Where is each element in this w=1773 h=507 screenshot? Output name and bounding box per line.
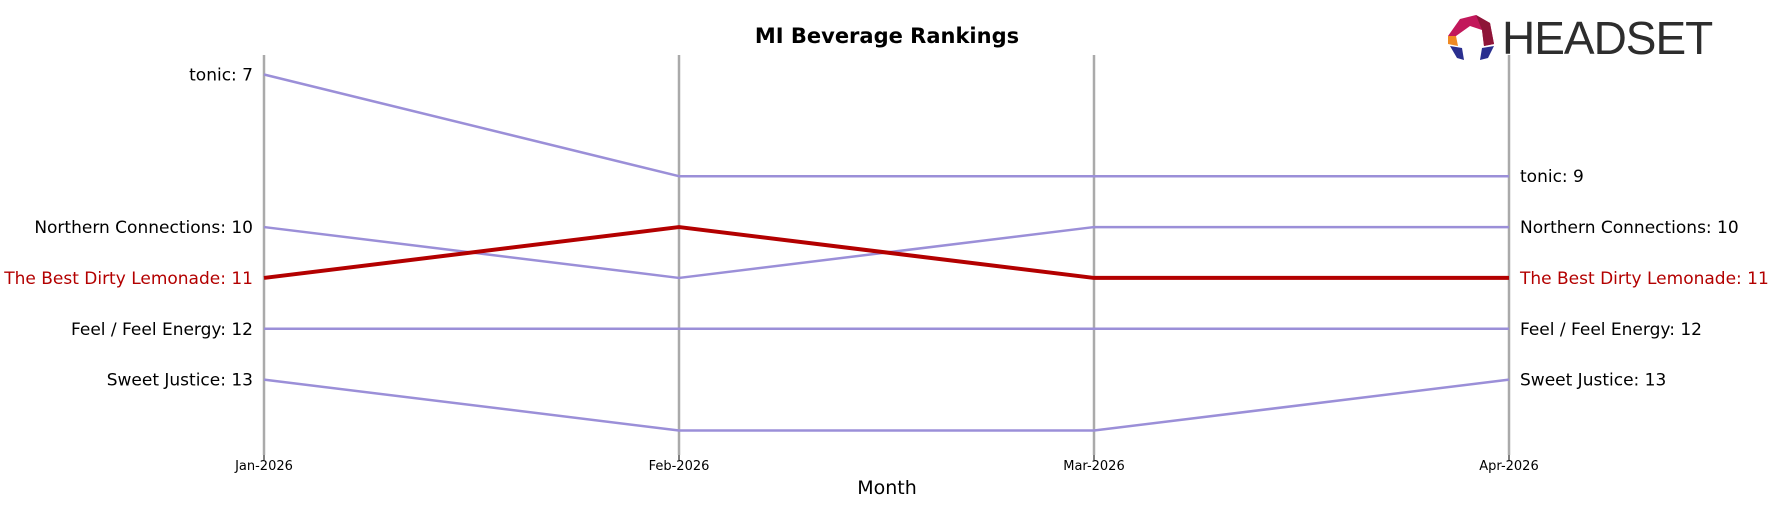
headset-logo: HEADSET [1448,12,1714,64]
series-label-end-the-best-dirty-lemonade: The Best Dirty Lemonade: 11 [1519,269,1769,289]
series-label-end-sweet-justice: Sweet Justice: 13 [1520,371,1666,391]
series-label-start-tonic: tonic: 7 [189,66,253,86]
series-label-start-feel-feel-energy: Feel / Feel Energy: 12 [71,320,253,340]
series-labels: tonic: 7 tonic: 9 Northern Connections: 10… [3,66,1769,391]
x-axis-label: Month [857,477,917,499]
headset-logo-icon [1448,15,1494,60]
series-line-tonic [263,73,1509,178]
series-line-the-best-dirty-lemonade [263,225,1509,280]
x-tick-label: Mar-2026 [1063,459,1124,474]
x-tick-label: Apr-2026 [1479,459,1538,474]
series-lines [263,73,1510,432]
headset-logo-text: HEADSET [1502,12,1713,64]
series-label-start-northern-connections: Northern Connections: 10 [34,218,253,238]
series-label-start-the-best-dirty-lemonade: The Best Dirty Lemonade: 11 [3,269,253,289]
x-tick-label: Jan-2026 [234,459,293,474]
series-label-start-sweet-justice: Sweet Justice: 13 [107,371,253,391]
chart-title: MI Beverage Rankings [755,24,1019,48]
grid-lines [262,55,1511,455]
x-axis-ticks: Jan-2026 Feb-2026 Mar-2026 Apr-2026 [234,455,1539,474]
series-line-sweet-justice [263,378,1510,432]
series-label-end-northern-connections: Northern Connections: 10 [1520,218,1739,238]
series-label-end-feel-feel-energy: Feel / Feel Energy: 12 [1520,320,1702,340]
series-label-end-tonic: tonic: 9 [1520,167,1584,187]
x-tick-label: Feb-2026 [649,459,710,474]
